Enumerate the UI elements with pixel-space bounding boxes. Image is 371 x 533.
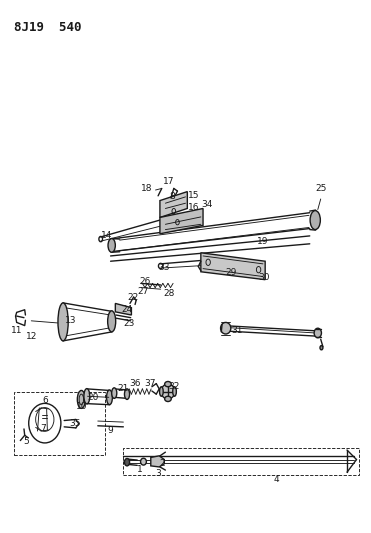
Polygon shape — [160, 208, 203, 234]
Ellipse shape — [320, 345, 323, 350]
Text: 28: 28 — [163, 289, 175, 298]
Ellipse shape — [108, 311, 116, 332]
Text: 8J19  540: 8J19 540 — [14, 21, 81, 34]
Text: 26: 26 — [139, 277, 150, 286]
Text: 14: 14 — [101, 231, 113, 240]
Bar — [124, 448, 359, 475]
Text: 1: 1 — [137, 465, 143, 474]
Text: 34: 34 — [202, 200, 213, 209]
Ellipse shape — [112, 388, 117, 398]
Text: 31: 31 — [231, 326, 242, 335]
Text: 23: 23 — [123, 319, 135, 328]
Ellipse shape — [310, 211, 320, 230]
Ellipse shape — [125, 389, 129, 399]
Text: 18: 18 — [141, 184, 153, 193]
Text: 13: 13 — [65, 316, 76, 325]
Ellipse shape — [106, 390, 112, 405]
Text: 36: 36 — [129, 379, 141, 388]
Polygon shape — [115, 303, 131, 315]
Text: 11: 11 — [11, 326, 22, 335]
Text: 22: 22 — [127, 293, 138, 302]
Text: 29: 29 — [226, 268, 237, 277]
Text: 4: 4 — [274, 475, 280, 484]
Ellipse shape — [221, 322, 231, 334]
Ellipse shape — [173, 387, 176, 396]
Text: 2: 2 — [159, 459, 165, 469]
Polygon shape — [201, 253, 265, 280]
Ellipse shape — [161, 384, 175, 399]
Text: 8: 8 — [170, 192, 175, 201]
Ellipse shape — [84, 389, 90, 404]
Text: 9: 9 — [108, 425, 114, 434]
Text: 20: 20 — [88, 393, 99, 402]
Ellipse shape — [77, 391, 85, 408]
Text: 35: 35 — [69, 419, 81, 428]
Text: 16: 16 — [188, 203, 199, 212]
Text: 30: 30 — [258, 272, 270, 281]
Text: 24: 24 — [121, 305, 133, 314]
Text: 7: 7 — [40, 424, 46, 433]
Text: 27: 27 — [137, 287, 148, 296]
Polygon shape — [160, 191, 187, 217]
Text: 37: 37 — [144, 379, 155, 388]
Ellipse shape — [108, 239, 115, 252]
Ellipse shape — [141, 458, 147, 465]
Text: 25: 25 — [315, 184, 326, 193]
Ellipse shape — [160, 387, 163, 396]
Text: 15: 15 — [188, 191, 199, 200]
Ellipse shape — [314, 328, 321, 338]
Text: 5: 5 — [24, 437, 29, 446]
Text: 12: 12 — [26, 332, 38, 341]
Text: 3: 3 — [155, 469, 161, 478]
Text: 17: 17 — [163, 176, 175, 185]
Text: 32: 32 — [168, 382, 180, 391]
Polygon shape — [151, 456, 164, 467]
Ellipse shape — [165, 396, 171, 401]
Text: 19: 19 — [256, 237, 268, 246]
Text: 10: 10 — [76, 402, 87, 411]
Ellipse shape — [58, 303, 68, 341]
Text: 33: 33 — [158, 263, 170, 272]
Text: 6: 6 — [42, 397, 48, 406]
Text: 21: 21 — [118, 384, 129, 393]
Ellipse shape — [125, 458, 129, 466]
Bar — [14, 392, 105, 455]
Ellipse shape — [165, 382, 171, 387]
